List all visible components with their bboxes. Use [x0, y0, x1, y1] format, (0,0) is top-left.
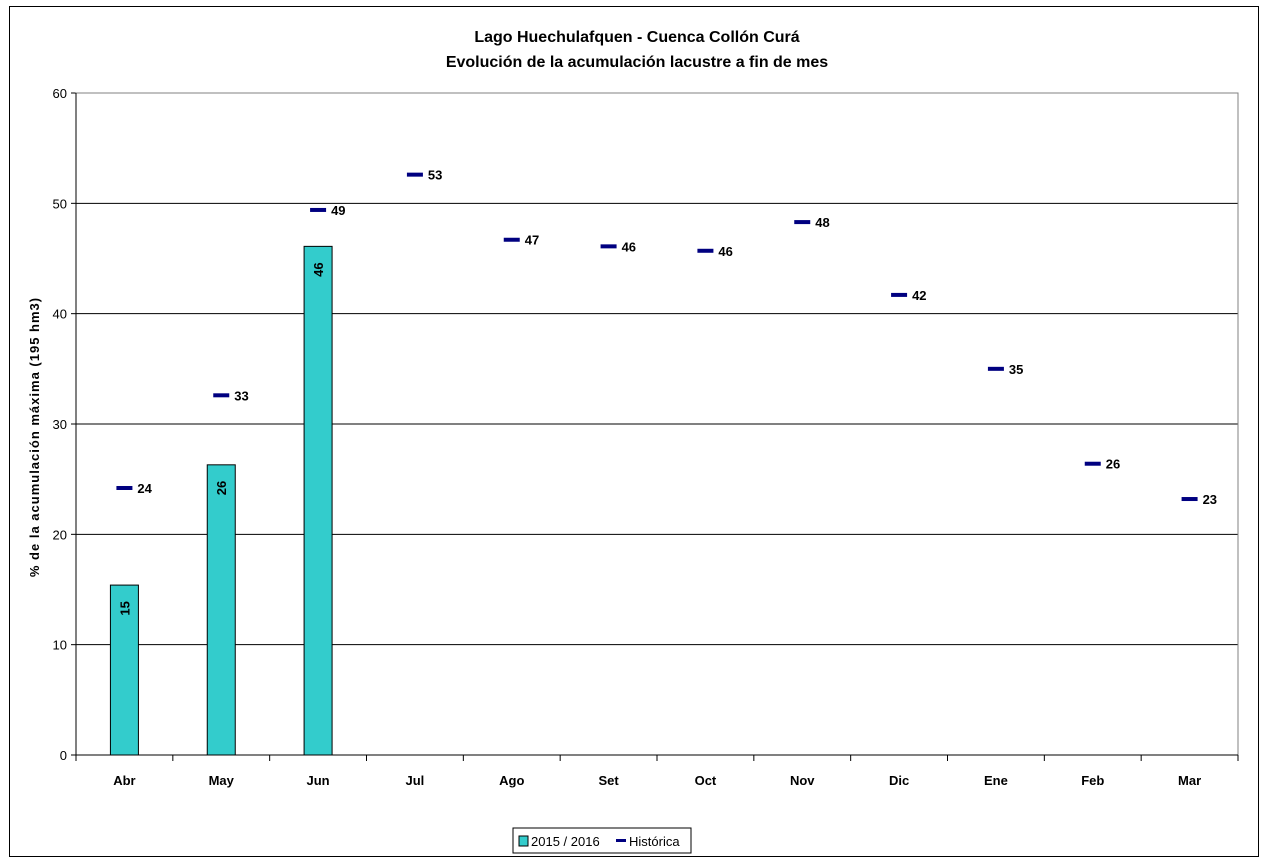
historica-data-label: 33 — [234, 388, 248, 403]
legend: 2015 / 2016 Histórica — [512, 827, 692, 854]
chart-frame: Lago Huechulafquen - Cuenca Collón Curá … — [9, 6, 1259, 857]
y-tick-label: 20 — [53, 527, 67, 542]
historica-data-label: 24 — [137, 481, 152, 496]
x-tick-label: Ago — [499, 773, 524, 788]
legend-swatch-bar — [518, 835, 529, 847]
bar — [206, 464, 236, 756]
historica-marker — [503, 237, 520, 242]
historica-marker — [406, 172, 423, 177]
chart-subtitle: Evolución de la acumulación lacustre a f… — [446, 54, 828, 71]
historica-data-label: 42 — [912, 288, 926, 303]
x-tick-label: Nov — [790, 773, 815, 788]
historica-marker — [1084, 461, 1101, 466]
legend-label-marker: Histórica — [629, 834, 680, 849]
plot-area: 0 10 20 30 40 50 60 Abr May Jun Jul Ago Set Oct Nov Dic… — [53, 86, 1239, 788]
x-tick-label: Jul — [406, 773, 425, 788]
historica-data-label: 35 — [1009, 362, 1023, 377]
legend-box — [512, 827, 692, 854]
historica-marker — [600, 244, 617, 249]
y-tick-label: 10 — [53, 638, 67, 653]
bar — [303, 245, 333, 756]
x-tick-label: Dic — [889, 773, 909, 788]
chart-title: Lago Huechulafquen - Cuenca Collón Curá — [474, 29, 799, 46]
bar-data-label: 15 — [117, 601, 132, 615]
historica-marker — [116, 485, 133, 490]
historica-marker — [310, 207, 327, 212]
y-tick-label: 0 — [60, 748, 67, 763]
legend-label-bar: 2015 / 2016 — [531, 834, 600, 849]
historica-data-label: 23 — [1203, 492, 1217, 507]
bar-data-label: 26 — [214, 481, 229, 495]
legend-swatch-marker — [616, 839, 626, 842]
y-tick-label: 50 — [53, 196, 67, 211]
y-tick-label: 30 — [53, 417, 67, 432]
x-tick-label: Oct — [695, 773, 717, 788]
historica-marker — [891, 292, 908, 297]
historica-marker — [987, 366, 1004, 371]
x-tick-label: Set — [598, 773, 619, 788]
x-tick-label: Mar — [1178, 773, 1201, 788]
x-tick-label: Jun — [307, 773, 330, 788]
y-axis-label: % de la acumulación máxima (195 hm3) — [27, 297, 42, 577]
historica-marker — [213, 393, 230, 398]
x-tick-label: Ene — [984, 773, 1008, 788]
x-tick-label: Feb — [1081, 773, 1104, 788]
historica-marker — [794, 220, 811, 225]
bar-data-label: 46 — [311, 262, 326, 276]
historica-data-label: 49 — [331, 203, 345, 218]
historica-data-label: 48 — [815, 215, 829, 230]
historica-data-label: 46 — [622, 239, 636, 254]
historica-marker — [697, 248, 714, 253]
historica-marker — [1181, 497, 1198, 502]
chart-svg: Lago Huechulafquen - Cuenca Collón Curá … — [27, 29, 1239, 854]
x-tick-label: Abr — [113, 773, 135, 788]
y-tick-label: 60 — [53, 86, 67, 101]
y-tick-label: 40 — [53, 307, 67, 322]
historica-data-label: 53 — [428, 168, 442, 183]
x-tick-label: May — [209, 773, 235, 788]
historica-data-label: 46 — [718, 244, 732, 259]
historica-data-label: 26 — [1106, 457, 1120, 472]
bar — [109, 584, 139, 756]
historica-data-label: 47 — [525, 233, 539, 248]
